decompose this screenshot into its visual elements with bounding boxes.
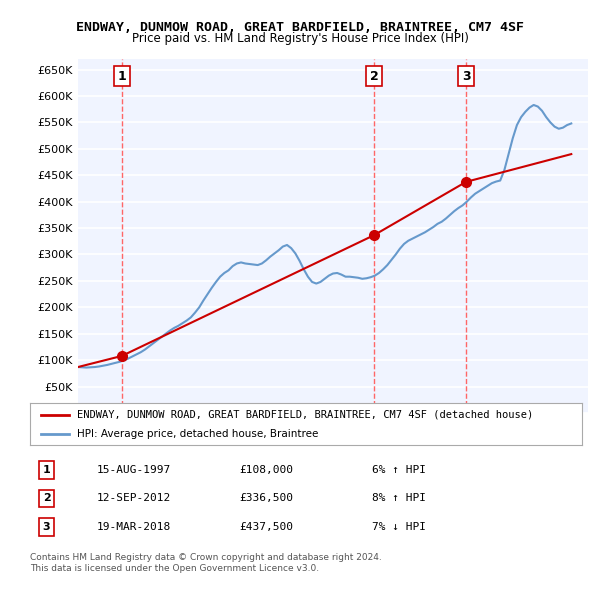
Text: 12-SEP-2012: 12-SEP-2012	[96, 493, 170, 503]
Text: £437,500: £437,500	[240, 522, 294, 532]
Text: 7% ↓ HPI: 7% ↓ HPI	[372, 522, 426, 532]
Text: 1: 1	[118, 70, 126, 83]
Text: £108,000: £108,000	[240, 465, 294, 475]
Text: 8% ↑ HPI: 8% ↑ HPI	[372, 493, 426, 503]
Text: 6% ↑ HPI: 6% ↑ HPI	[372, 465, 426, 475]
Text: £336,500: £336,500	[240, 493, 294, 503]
Text: 3: 3	[462, 70, 470, 83]
Text: 2: 2	[370, 70, 379, 83]
Text: HPI: Average price, detached house, Braintree: HPI: Average price, detached house, Brai…	[77, 428, 318, 438]
Text: Contains HM Land Registry data © Crown copyright and database right 2024.
This d: Contains HM Land Registry data © Crown c…	[30, 553, 382, 573]
Text: ENDWAY, DUNMOW ROAD, GREAT BARDFIELD, BRAINTREE, CM7 4SF (detached house): ENDWAY, DUNMOW ROAD, GREAT BARDFIELD, BR…	[77, 410, 533, 420]
Text: 19-MAR-2018: 19-MAR-2018	[96, 522, 170, 532]
Text: 1: 1	[43, 465, 50, 475]
Text: 2: 2	[43, 493, 50, 503]
Text: Price paid vs. HM Land Registry's House Price Index (HPI): Price paid vs. HM Land Registry's House …	[131, 32, 469, 45]
Text: ENDWAY, DUNMOW ROAD, GREAT BARDFIELD, BRAINTREE, CM7 4SF: ENDWAY, DUNMOW ROAD, GREAT BARDFIELD, BR…	[76, 21, 524, 34]
Text: 15-AUG-1997: 15-AUG-1997	[96, 465, 170, 475]
Text: 3: 3	[43, 522, 50, 532]
